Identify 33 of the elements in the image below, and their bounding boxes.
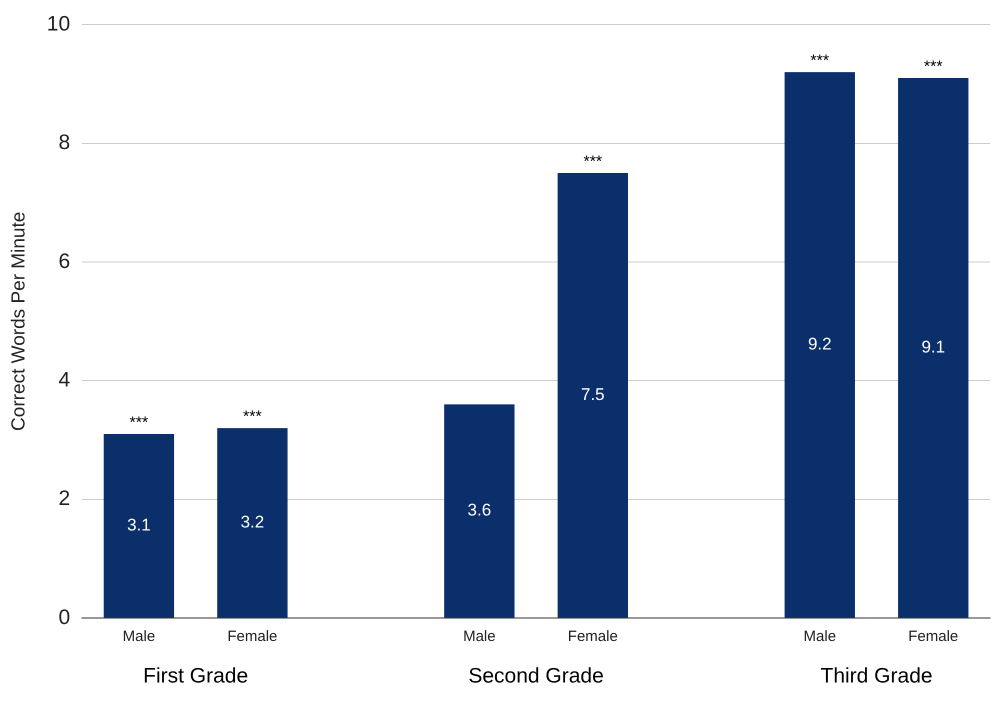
annotation: *** (583, 153, 602, 170)
x-tick-label: Male (122, 628, 156, 646)
data-label: 9.1 (921, 337, 946, 356)
y-tick-label: 10 (46, 12, 70, 36)
bar (217, 428, 288, 618)
y-axis-title: Correct Words Per Minute (8, 212, 30, 431)
data-label: 9.2 (808, 334, 832, 354)
annotation: *** (130, 414, 148, 432)
y-tick-label: 0 (58, 606, 70, 629)
x-tick-label: Male (463, 628, 496, 646)
x-tick-label: Female (568, 628, 618, 646)
x-tick-label: Male (804, 628, 836, 646)
annotation: *** (243, 408, 262, 426)
text: Second Grade (468, 664, 604, 688)
bar (558, 172, 628, 618)
bar (898, 78, 968, 618)
x-tick-label: Female (227, 628, 278, 646)
x-tick-label: Female (908, 628, 958, 646)
bar (104, 434, 174, 618)
y-tick-label: 2 (58, 487, 70, 510)
y-tick-label: 6 (58, 250, 70, 273)
y-tick-label: 4 (58, 368, 70, 392)
data-label: 3.2 (240, 512, 264, 532)
text: Third Grade (820, 664, 933, 688)
data-label: 3.6 (468, 500, 492, 520)
annotation: *** (810, 52, 830, 70)
data-label: 3.1 (127, 515, 151, 534)
annotation: *** (924, 58, 943, 76)
y-tick-label: 8 (58, 131, 70, 154)
data-label: 7.5 (581, 384, 605, 404)
bar (784, 72, 855, 618)
text: First Grade (143, 664, 248, 688)
bar (444, 404, 515, 618)
